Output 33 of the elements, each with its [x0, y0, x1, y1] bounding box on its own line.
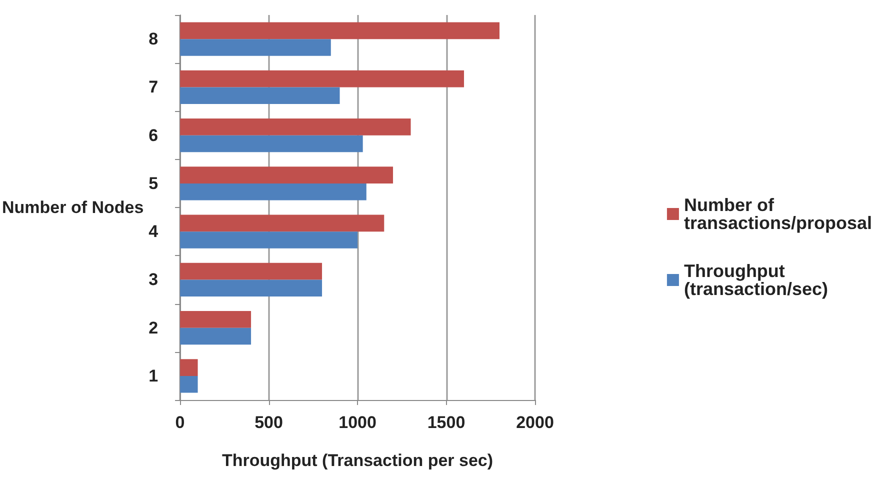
y-tick-label: 6 — [148, 126, 158, 145]
bar — [180, 280, 322, 297]
bar — [180, 70, 464, 88]
y-tick-label: 7 — [148, 78, 158, 97]
bar — [180, 310, 252, 328]
bar — [180, 328, 252, 345]
x-tick-label: 0 — [175, 413, 185, 432]
y-axis-title: Number of Nodes — [2, 198, 144, 217]
x-tick-label: 1500 — [427, 413, 466, 432]
x-tick-label: 500 — [254, 413, 283, 432]
y-tick-label: 2 — [148, 318, 158, 338]
y-tick-label: 4 — [148, 222, 159, 242]
bar — [180, 118, 411, 136]
bar — [180, 22, 500, 40]
y-tick-label: 8 — [148, 30, 158, 49]
bar — [180, 359, 198, 376]
bar — [180, 87, 340, 104]
y-tick-label: 1 — [148, 366, 158, 386]
bar — [180, 232, 358, 248]
bar — [180, 183, 366, 200]
bar — [180, 214, 384, 232]
legend-label: Throughput (transaction/sec) — [684, 261, 828, 299]
bar — [180, 135, 363, 152]
x-tick-label: 1000 — [338, 413, 376, 432]
bar — [180, 262, 322, 280]
legend-label: Number of transactions/proposal — [684, 195, 872, 233]
x-tick-label: 2000 — [516, 413, 554, 432]
bar — [180, 39, 331, 56]
x-axis-title: Throughput (Transaction per sec) — [222, 451, 494, 470]
bar — [180, 166, 394, 184]
y-tick-label: 3 — [148, 270, 158, 290]
bar — [180, 376, 198, 393]
y-tick-label: 5 — [148, 174, 158, 193]
